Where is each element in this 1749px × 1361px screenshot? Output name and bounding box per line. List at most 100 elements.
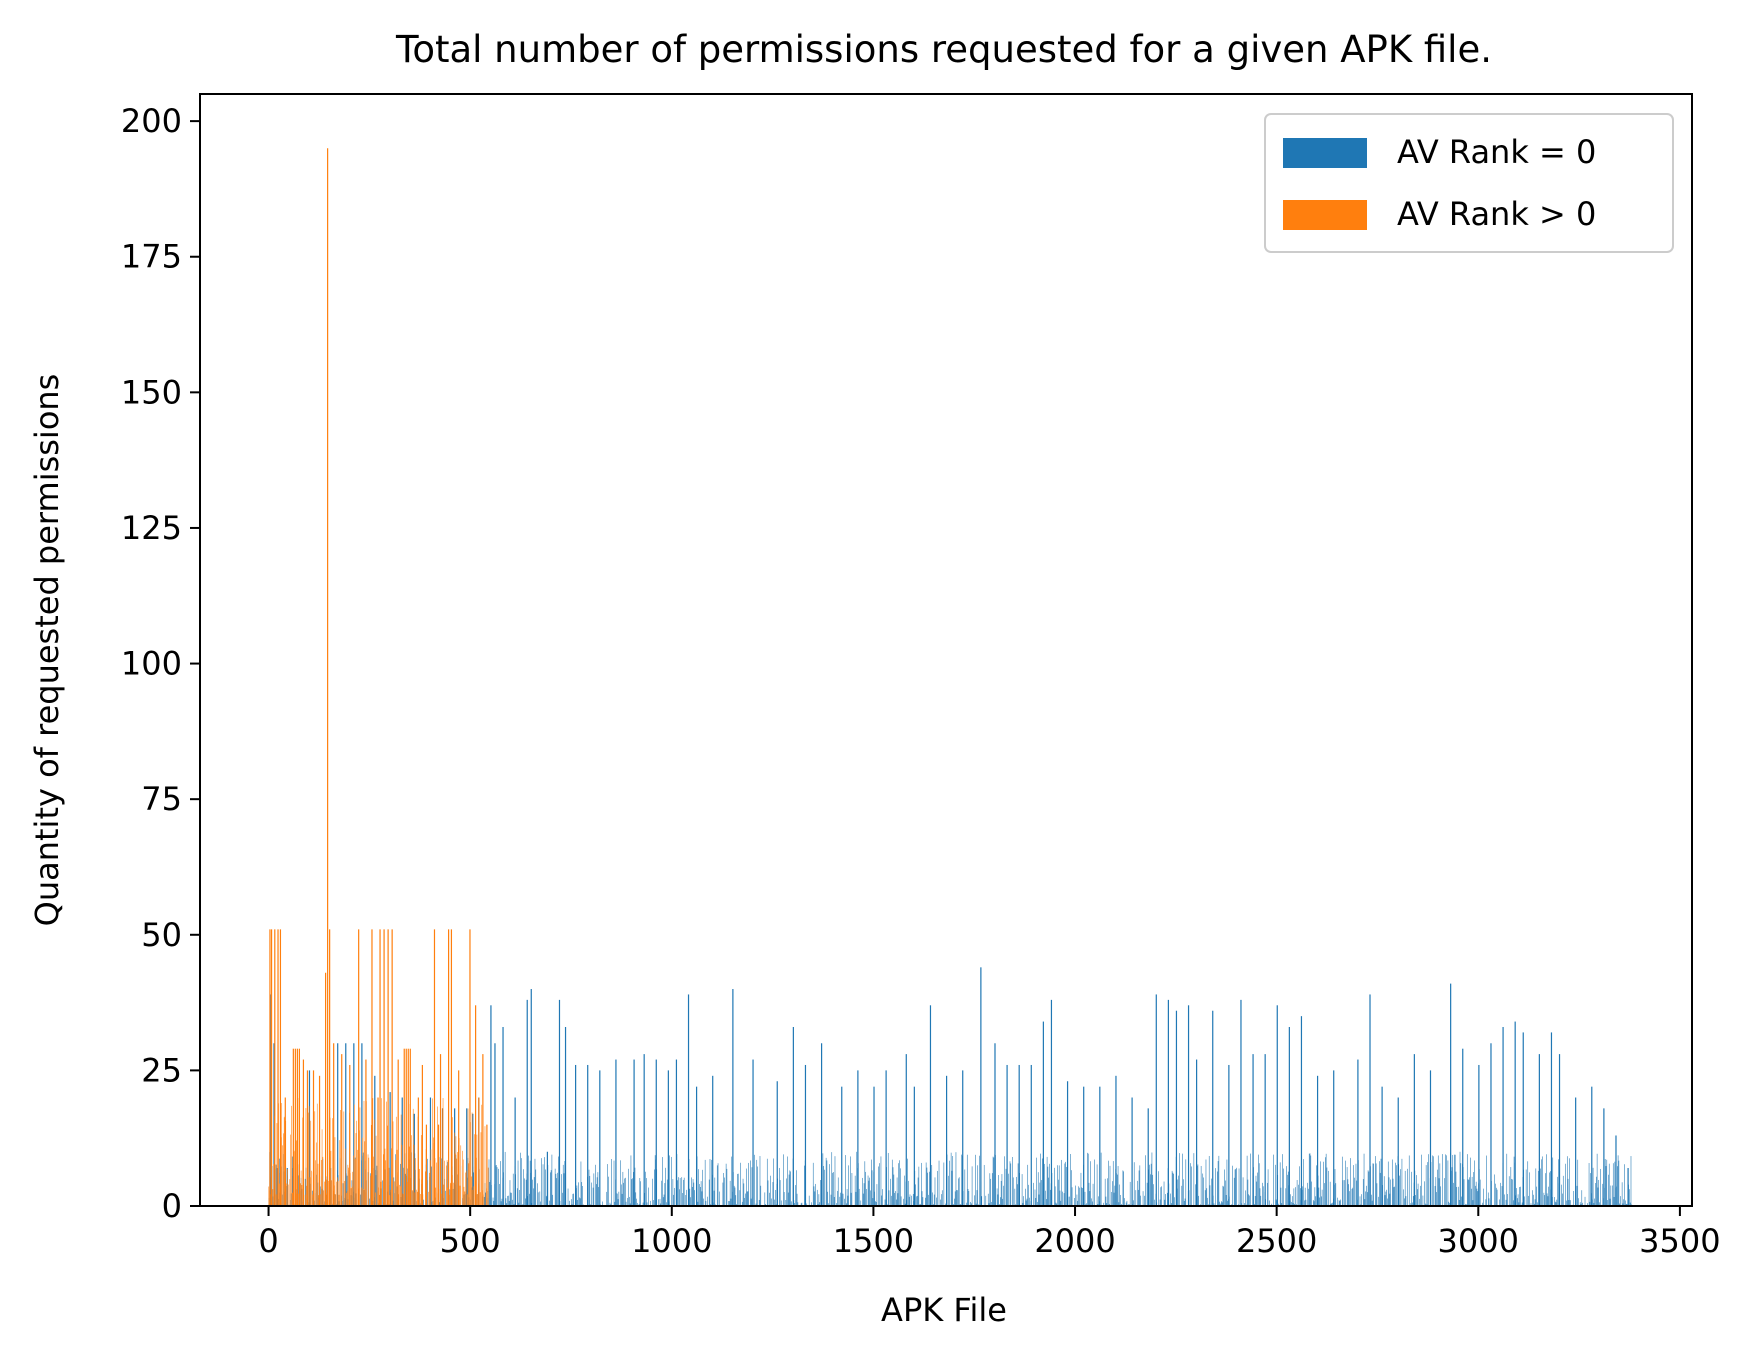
bar-av-rank-0 [1577, 1159, 1579, 1206]
bar-av-rank-0 [754, 1154, 755, 1206]
bar-av-rank-0 [512, 1173, 514, 1206]
bar-av-rank-gt-0 [281, 1103, 283, 1206]
bar-av-rank-0 [1314, 1187, 1316, 1206]
bar-av-rank-0 [1326, 1167, 1328, 1206]
bar-av-rank-0 [1579, 1202, 1581, 1206]
bar-av-rank-gt-0 [464, 1191, 466, 1206]
bar-av-rank-0 [1458, 1186, 1459, 1206]
bar-av-rank-0 [729, 1201, 730, 1206]
bar-av-rank-gt-0 [383, 1154, 384, 1206]
bar-av-rank-0 [1086, 1203, 1087, 1206]
bar-av-rank-0 [609, 1202, 611, 1206]
bar-av-rank-gt-0 [316, 1142, 317, 1206]
bar-av-rank-0 [922, 1197, 924, 1206]
bar-av-rank-0 [700, 1187, 701, 1206]
bar-av-rank-0 [875, 1201, 876, 1206]
bar-av-rank-0 [401, 1097, 403, 1206]
bar-av-rank-gt-0 [411, 1135, 412, 1206]
bar-av-rank-0 [826, 1160, 828, 1206]
bar-av-rank-0 [1550, 1032, 1553, 1206]
bar-av-rank-0 [1045, 1190, 1046, 1206]
bar-av-rank-0 [700, 1181, 702, 1206]
bar-av-rank-0 [1212, 1010, 1214, 1206]
bar-av-rank-0 [1278, 1203, 1279, 1206]
bar-av-rank-0 [1302, 1186, 1304, 1206]
bar-av-rank-0 [648, 1187, 649, 1206]
bar-av-rank-0 [1535, 1168, 1537, 1206]
bar-av-rank-0 [1262, 1186, 1264, 1206]
bar-av-rank-0 [712, 1075, 714, 1206]
bar-av-rank-gt-0 [325, 972, 327, 1206]
bar-av-rank-0 [687, 994, 690, 1206]
bar-av-rank-0 [918, 1166, 920, 1206]
bar-av-rank-0 [839, 1196, 841, 1206]
bar-av-rank-0 [1614, 1161, 1616, 1206]
bar-av-rank-0 [824, 1169, 825, 1206]
bar-av-rank-0 [691, 1186, 693, 1206]
bar-av-rank-0 [1152, 1174, 1154, 1206]
bar-av-rank-0 [907, 1158, 908, 1206]
bar-av-rank-0 [952, 1156, 954, 1206]
bar-av-rank-0 [735, 1195, 737, 1206]
bar-av-rank-0 [1502, 1026, 1504, 1206]
bar-av-rank-gt-0 [275, 1194, 277, 1206]
bar-av-rank-0 [1228, 1064, 1230, 1206]
bar-av-rank-gt-0 [403, 1048, 405, 1206]
bar-av-rank-0 [1627, 1168, 1629, 1206]
bar-av-rank-0 [1025, 1188, 1026, 1206]
bar-av-rank-0 [445, 1190, 446, 1206]
bar-av-rank-0 [627, 1197, 629, 1206]
bar-av-rank-0 [617, 1199, 619, 1206]
bar-av-rank-0 [815, 1183, 816, 1206]
bar-av-rank-0 [1137, 1189, 1139, 1206]
bar-av-rank-0 [981, 1196, 983, 1206]
bar-av-rank-0 [1470, 1157, 1471, 1206]
bar-av-rank-gt-0 [453, 1182, 454, 1206]
bar-av-rank-gt-0 [459, 1185, 461, 1206]
bar-av-rank-0 [911, 1195, 912, 1206]
bar-av-rank-0 [891, 1195, 892, 1206]
bar-av-rank-0 [1473, 1172, 1475, 1206]
bar-av-rank-0 [845, 1203, 847, 1206]
bar-av-rank-0 [562, 1164, 564, 1206]
bar-av-rank-0 [767, 1180, 769, 1206]
bar-av-rank-0 [1584, 1196, 1586, 1206]
bar-av-rank-0 [979, 1155, 980, 1206]
bar-av-rank-0 [1506, 1153, 1508, 1206]
bar-av-rank-0 [723, 1172, 724, 1206]
bar-av-rank-0 [1454, 1154, 1455, 1206]
bar-av-rank-0 [653, 1200, 654, 1206]
bar-av-rank-0 [1119, 1184, 1120, 1206]
bar-av-rank-0 [1222, 1185, 1224, 1206]
bar-av-rank-gt-0 [276, 1123, 278, 1206]
bar-av-rank-0 [1549, 1172, 1550, 1206]
bar-av-rank-0 [1554, 1201, 1556, 1206]
bar-av-rank-0 [1286, 1166, 1287, 1206]
bar-av-rank-0 [929, 1171, 930, 1206]
bar-av-rank-0 [1399, 1175, 1400, 1206]
bar-av-rank-gt-0 [379, 929, 381, 1206]
bar-av-rank-0 [702, 1169, 704, 1206]
bar-av-rank-0 [1299, 1166, 1300, 1206]
bar-av-rank-gt-0 [375, 1192, 376, 1206]
bar-av-rank-gt-0 [449, 1194, 450, 1206]
bar-av-rank-gt-0 [445, 1165, 447, 1206]
bar-av-rank-0 [1544, 1195, 1545, 1206]
bar-av-rank-0 [1033, 1182, 1034, 1206]
bar-av-rank-gt-0 [370, 1124, 372, 1206]
bar-av-rank-0 [1451, 1167, 1453, 1206]
bar-av-rank-0 [776, 1081, 778, 1206]
bar-av-rank-0 [659, 1198, 661, 1206]
bar-av-rank-0 [870, 1159, 872, 1206]
bar-av-rank-0 [1510, 1167, 1512, 1206]
bar-av-rank-0 [1283, 1168, 1284, 1206]
bar-av-rank-0 [1456, 1186, 1458, 1206]
bar-av-rank-0 [1177, 1179, 1179, 1206]
bar-av-rank-0 [1566, 1200, 1567, 1206]
bar-av-rank-0 [1469, 1177, 1470, 1206]
bar-av-rank-0 [1440, 1186, 1441, 1206]
bar-av-rank-0 [1216, 1171, 1218, 1206]
bar-av-rank-0 [1413, 1054, 1415, 1206]
bar-av-rank-0 [1063, 1193, 1065, 1206]
bar-av-rank-gt-0 [356, 1120, 358, 1206]
